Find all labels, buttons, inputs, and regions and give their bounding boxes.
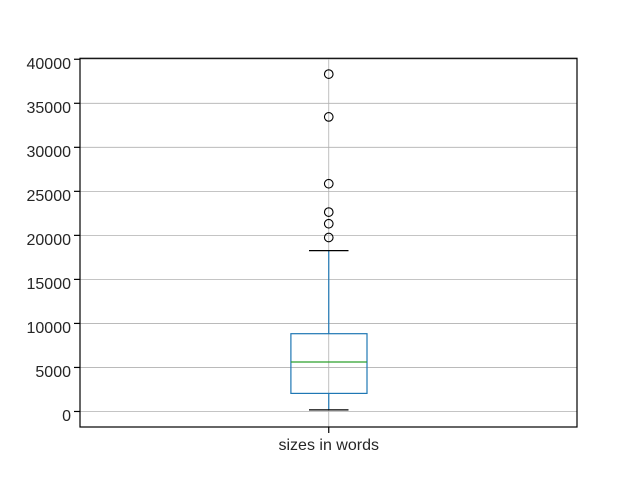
- svg-text:15000: 15000: [27, 276, 72, 293]
- svg-text:30000: 30000: [27, 144, 72, 161]
- svg-text:10000: 10000: [27, 320, 72, 337]
- svg-text:40000: 40000: [27, 56, 72, 73]
- svg-text:sizes in words: sizes in words: [279, 437, 379, 454]
- svg-text:0: 0: [62, 408, 71, 425]
- svg-text:25000: 25000: [27, 188, 72, 205]
- svg-text:35000: 35000: [27, 100, 72, 117]
- svg-text:5000: 5000: [35, 364, 71, 381]
- svg-text:20000: 20000: [27, 232, 72, 249]
